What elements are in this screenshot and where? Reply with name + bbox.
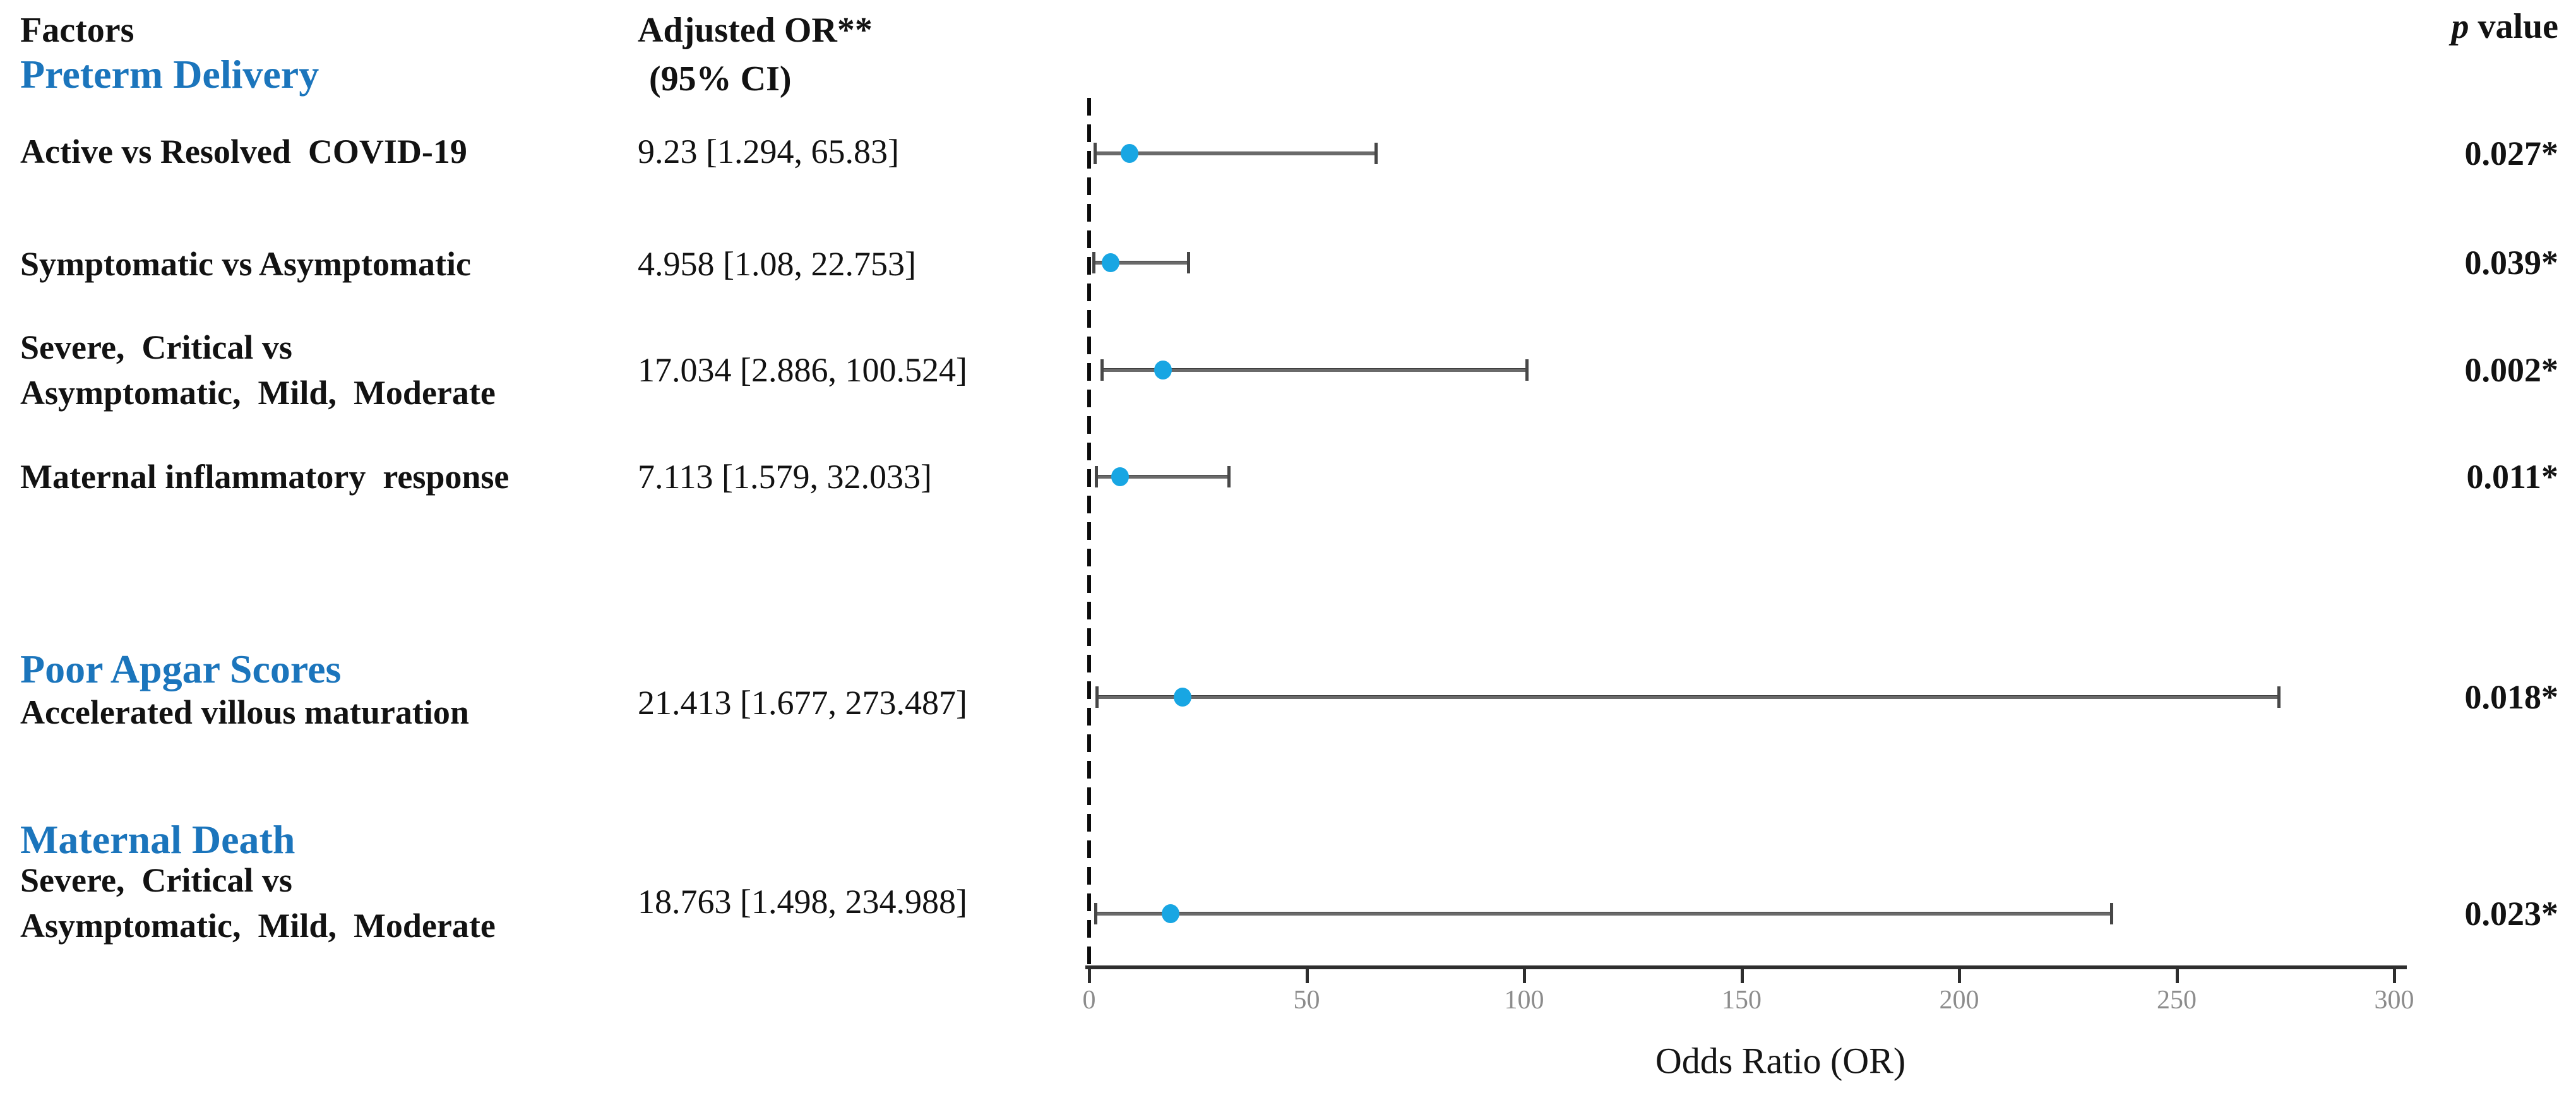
x-axis-tick-label-100: 100 — [1504, 986, 1544, 1015]
x-axis-tick-label-50: 50 — [1293, 986, 1320, 1015]
x-axis-tick-150 — [1740, 969, 1744, 983]
x-axis-tick-label-250: 250 — [2157, 986, 2197, 1015]
p-value-header-rest: value — [2469, 7, 2558, 46]
factor-label-row-1: Active vs Resolved COVID-19 — [20, 133, 467, 170]
x-axis-tick-label-0: 0 — [1082, 986, 1096, 1015]
ci-cap-high-row-3 — [1525, 359, 1529, 381]
x-axis-tick-50 — [1305, 969, 1309, 983]
ci-cap-high-row-5 — [2277, 686, 2281, 708]
p-value-row-3: 0.002* — [2464, 351, 2559, 389]
ci-cap-low-row-5 — [1095, 686, 1099, 708]
ci-line-row-1 — [1094, 152, 1376, 155]
factors-column-header: Factors — [20, 11, 134, 50]
or-point-marker-row-4 — [1111, 467, 1129, 486]
group-header-poor-apgar-scores: Poor Apgar Scores — [20, 647, 342, 691]
or-ci-value-row-2: 4.958 [1.08, 22.753] — [638, 245, 916, 283]
x-axis-tick-250 — [2175, 969, 2179, 983]
ci-line-row-2 — [1094, 261, 1188, 265]
ci-cap-low-row-6 — [1094, 903, 1098, 924]
factor-label-row-4: Maternal inflammatory response — [20, 458, 510, 496]
ci-cap-low-row-1 — [1093, 143, 1097, 164]
p-value-row-2: 0.039* — [2464, 244, 2559, 282]
factor-label-row-3: Severe, Critical vs Asymptomatic, Mild, … — [20, 328, 496, 412]
or-ci-value-row-3: 17.034 [2.886, 100.524] — [638, 351, 967, 389]
ci-cap-high-row-1 — [1374, 143, 1378, 164]
or-ci-value-row-4: 7.113 [1.579, 32.033] — [638, 458, 932, 496]
x-axis-title: Odds Ratio (OR) — [1655, 1040, 1906, 1082]
group-header-preterm-delivery: Preterm Delivery — [20, 52, 319, 97]
ci-line-row-4 — [1095, 475, 1229, 479]
x-axis-tick-label-150: 150 — [1722, 986, 1762, 1015]
or-point-marker-row-5 — [1173, 688, 1191, 707]
or-ci-value-row-5: 21.413 [1.677, 273.487] — [638, 684, 967, 722]
or-ci-value-row-6: 18.763 [1.498, 234.988] — [638, 883, 967, 921]
group-header-maternal-death: Maternal Death — [20, 817, 295, 862]
factor-label-row-5: Accelerated villous maturation — [20, 693, 469, 731]
x-axis-tick-0 — [1088, 969, 1091, 983]
ci-cap-high-row-6 — [2110, 903, 2114, 924]
or-ci-value-row-1: 9.23 [1.294, 65.83] — [638, 133, 899, 170]
or-point-marker-row-6 — [1162, 904, 1180, 923]
factor-label-row-2: Symptomatic vs Asymptomatic — [20, 245, 471, 283]
factor-label-row-6: Severe, Critical vs Asymptomatic, Mild, … — [20, 861, 496, 945]
p-value-row-5: 0.018* — [2464, 678, 2559, 716]
p-value-header-italic-p: p — [2451, 7, 2469, 46]
p-value-row-1: 0.027* — [2464, 134, 2559, 172]
ci-line-row-5 — [1096, 695, 2279, 699]
p-value-row-6: 0.023* — [2464, 895, 2559, 933]
ci-line-row-3 — [1101, 368, 1527, 372]
x-axis-tick-300 — [2393, 969, 2396, 983]
x-axis-tick-label-300: 300 — [2374, 986, 2414, 1015]
ci-column-header: (95% CI) — [640, 59, 792, 99]
x-axis-tick-100 — [1523, 969, 1526, 983]
p-value-column-header: p value — [2416, 0, 2558, 87]
x-axis-tick-200 — [1958, 969, 1961, 983]
ci-cap-high-row-4 — [1227, 466, 1231, 487]
reference-line-dashed — [1087, 98, 1091, 967]
adjusted-or-column-header: Adjusted OR** — [638, 11, 873, 50]
ci-line-row-6 — [1095, 912, 2112, 916]
ci-cap-low-row-3 — [1100, 359, 1104, 381]
ci-cap-low-row-4 — [1094, 466, 1098, 487]
or-point-marker-row-1 — [1120, 144, 1138, 163]
ci-cap-low-row-2 — [1092, 252, 1096, 273]
x-axis-tick-label-200: 200 — [1939, 986, 1979, 1015]
p-value-row-4: 0.011* — [2466, 458, 2558, 496]
x-axis-line — [1085, 965, 2407, 969]
or-point-marker-row-2 — [1102, 253, 1120, 272]
ci-cap-high-row-2 — [1186, 252, 1190, 273]
or-point-marker-row-3 — [1154, 361, 1172, 379]
